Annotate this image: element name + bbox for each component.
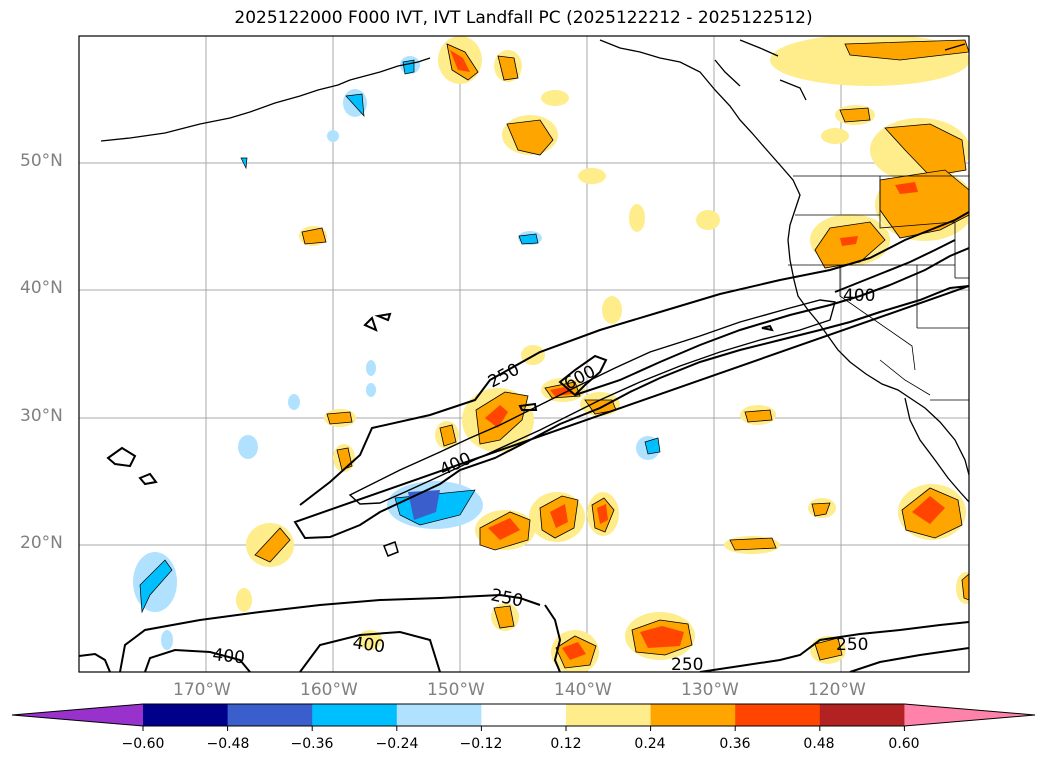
colorbar [11, 703, 1036, 731]
contour-label: 400 [437, 449, 475, 481]
ivt-contours [79, 211, 969, 672]
lon-label-170w: 170°W [173, 680, 231, 700]
colorbar-segment [566, 704, 652, 726]
colorbar-tick-label: −0.48 [206, 736, 250, 752]
positive-anomaly-fills [236, 36, 969, 672]
colorbar-segment [227, 704, 313, 726]
colorbar-tick-label: 0.60 [888, 736, 920, 752]
lon-label-150w: 150°W [427, 680, 485, 700]
lon-label-120w: 120°W [808, 680, 866, 700]
colorbar-tick-label: 0.24 [634, 736, 666, 752]
coastlines [100, 39, 969, 503]
lon-label-130w: 130°W [681, 680, 739, 700]
colorbar-segment [735, 704, 821, 726]
colorbar-tick-label: −0.12 [459, 736, 503, 752]
map-title: 2025122000 F000 IVT, IVT Landfall PC (20… [234, 8, 813, 28]
borders [788, 175, 969, 401]
lat-label-20: 20°N [20, 533, 63, 553]
colorbar-segment [143, 704, 229, 726]
contour-label: 250 [671, 655, 703, 675]
lon-label-160w: 160°W [300, 680, 358, 700]
colorbar-tick-label: 0.36 [719, 736, 751, 752]
contour-label: 400 [211, 645, 245, 668]
colorbar-tick-label: 0.12 [550, 736, 582, 752]
lat-label-40: 40°N [20, 278, 63, 298]
contour-label: 400 [351, 633, 386, 657]
lat-label-30: 30°N [20, 406, 63, 426]
colorbar-tick-label: −0.36 [290, 736, 334, 752]
lon-label-140w: 140°W [554, 680, 612, 700]
contour-label: 250 [836, 635, 868, 655]
colorbar-extend-min [12, 704, 143, 726]
colorbar-segment [650, 704, 736, 726]
colorbar-segment [819, 704, 905, 726]
colorbar-tick-label: 0.48 [803, 736, 835, 752]
colorbar-segment [312, 704, 398, 726]
map-frame [78, 35, 970, 673]
colorbar-segment [396, 704, 482, 726]
lat-label-50: 50°N [20, 151, 63, 171]
colorbar-tick-label: −0.24 [375, 736, 419, 752]
colorbar-tick-label: −0.60 [121, 736, 165, 752]
contour-labels: 250 600 400 400 250 400 400 250 250 [211, 286, 875, 675]
colorbar-segment [481, 704, 567, 726]
contour-label: 400 [843, 286, 875, 306]
negative-anomaly-fills [133, 56, 661, 650]
colorbar-extend-max [904, 704, 1035, 726]
